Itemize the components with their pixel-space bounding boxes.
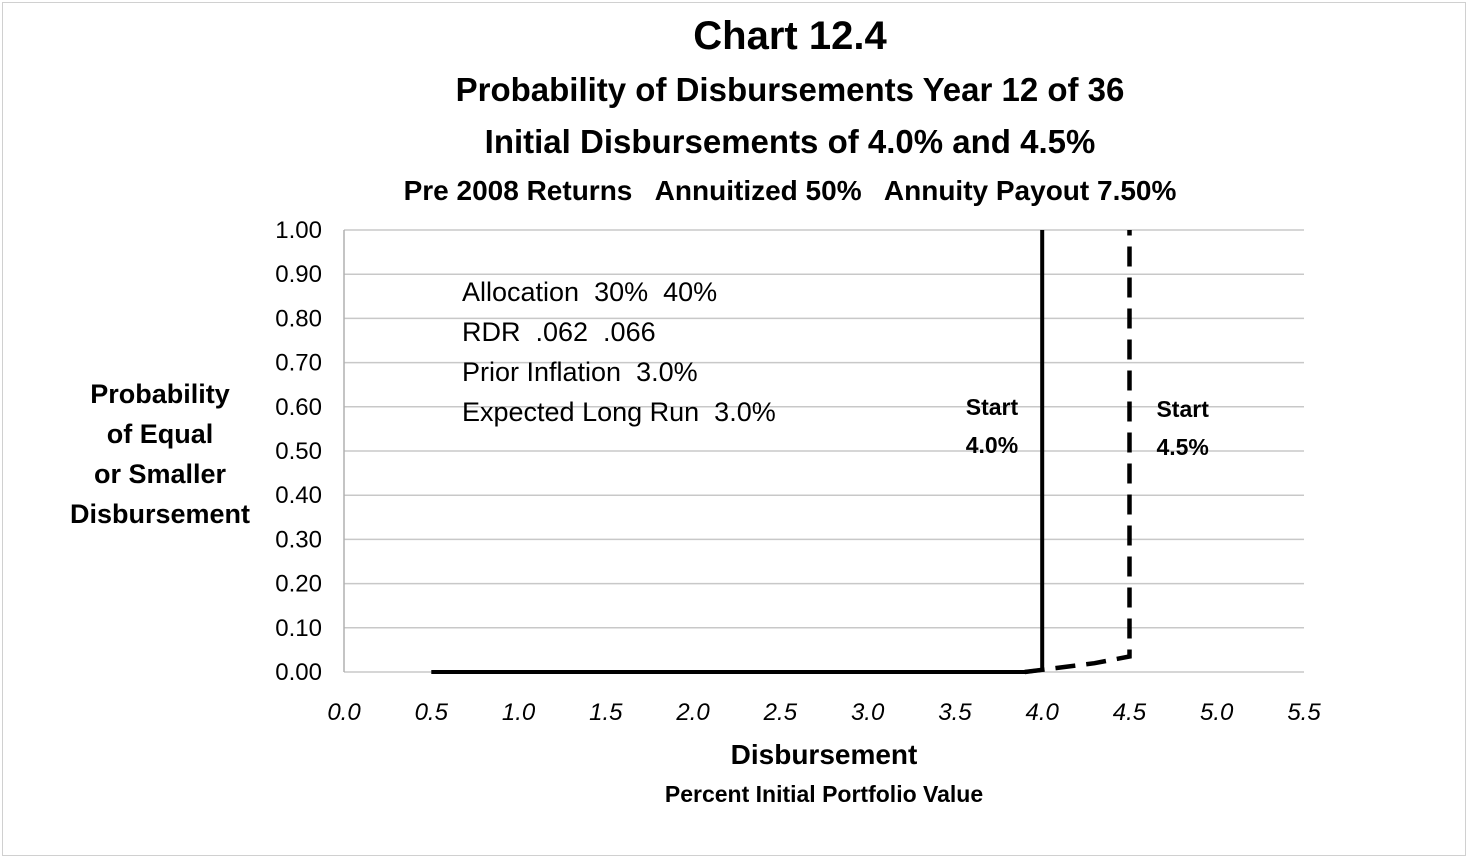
y-tick-label: 0.40 — [275, 482, 322, 509]
x-tick-label: 2.5 — [763, 699, 798, 726]
series-label: Start — [1156, 396, 1209, 422]
x-axis-label: Disbursement — [730, 739, 918, 770]
x-tick-label: 4.5 — [1113, 699, 1147, 726]
y-tick-label: 0.10 — [275, 615, 322, 642]
chart-title: Chart 12.4 — [693, 14, 887, 58]
series-label: Start — [966, 394, 1019, 420]
y-tick-label: 0.90 — [275, 261, 322, 288]
x-axis-sublabel: Percent Initial Portfolio Value — [664, 781, 984, 807]
series-label: 4.0% — [966, 432, 1018, 458]
x-tick-label: 5.0 — [1200, 699, 1234, 726]
y-tick-label: 0.00 — [275, 659, 322, 686]
annotation-line: Expected Long Run 3.0% — [462, 397, 776, 427]
chart-subtitle-3: Pre 2008 Returns Annuitized 50% Annuity … — [403, 175, 1177, 206]
x-tick-label: 4.0 — [1025, 699, 1059, 726]
chart-subtitle-1: Probability of Disbursements Year 12 of … — [455, 71, 1125, 108]
x-tick-label: 5.5 — [1287, 699, 1321, 726]
y-tick-label: 0.50 — [275, 438, 322, 465]
y-tick-label: 0.80 — [275, 305, 322, 332]
x-tick-label: 0.0 — [327, 699, 361, 726]
y-tick-label: 1.00 — [275, 217, 322, 244]
y-tick-label: 0.70 — [275, 350, 322, 377]
y-axis-label-line: Disbursement — [69, 499, 251, 529]
y-tick-label: 0.30 — [275, 526, 322, 553]
x-tick-label: 1.0 — [502, 699, 536, 726]
y-axis-label: Probability of Equal or Smaller Disburse… — [40, 374, 280, 534]
x-tick-label: 3.0 — [851, 699, 885, 726]
x-tick-label: 2.0 — [675, 699, 710, 726]
series-line-start-4-5 — [1024, 230, 1132, 675]
y-axis-label-line: or Smaller — [93, 459, 227, 489]
x-tick-label: 3.5 — [938, 699, 972, 726]
y-axis-label-line: Probability — [90, 379, 230, 409]
y-tick-label: 0.60 — [275, 394, 322, 421]
chart-subtitle-2: Initial Disbursements of 4.0% and 4.5% — [484, 123, 1096, 160]
annotation-line: Allocation 30% 40% — [462, 277, 717, 307]
y-axis-label-line: of Equal — [106, 419, 214, 449]
y-tick-label: 0.20 — [275, 571, 322, 598]
series-label: 4.5% — [1156, 434, 1208, 460]
annotation-line: RDR .062 .066 — [462, 317, 656, 347]
annotation-line: Prior Inflation 3.0% — [462, 357, 698, 387]
x-tick-label: 0.5 — [415, 699, 449, 726]
x-tick-label: 1.5 — [589, 699, 623, 726]
